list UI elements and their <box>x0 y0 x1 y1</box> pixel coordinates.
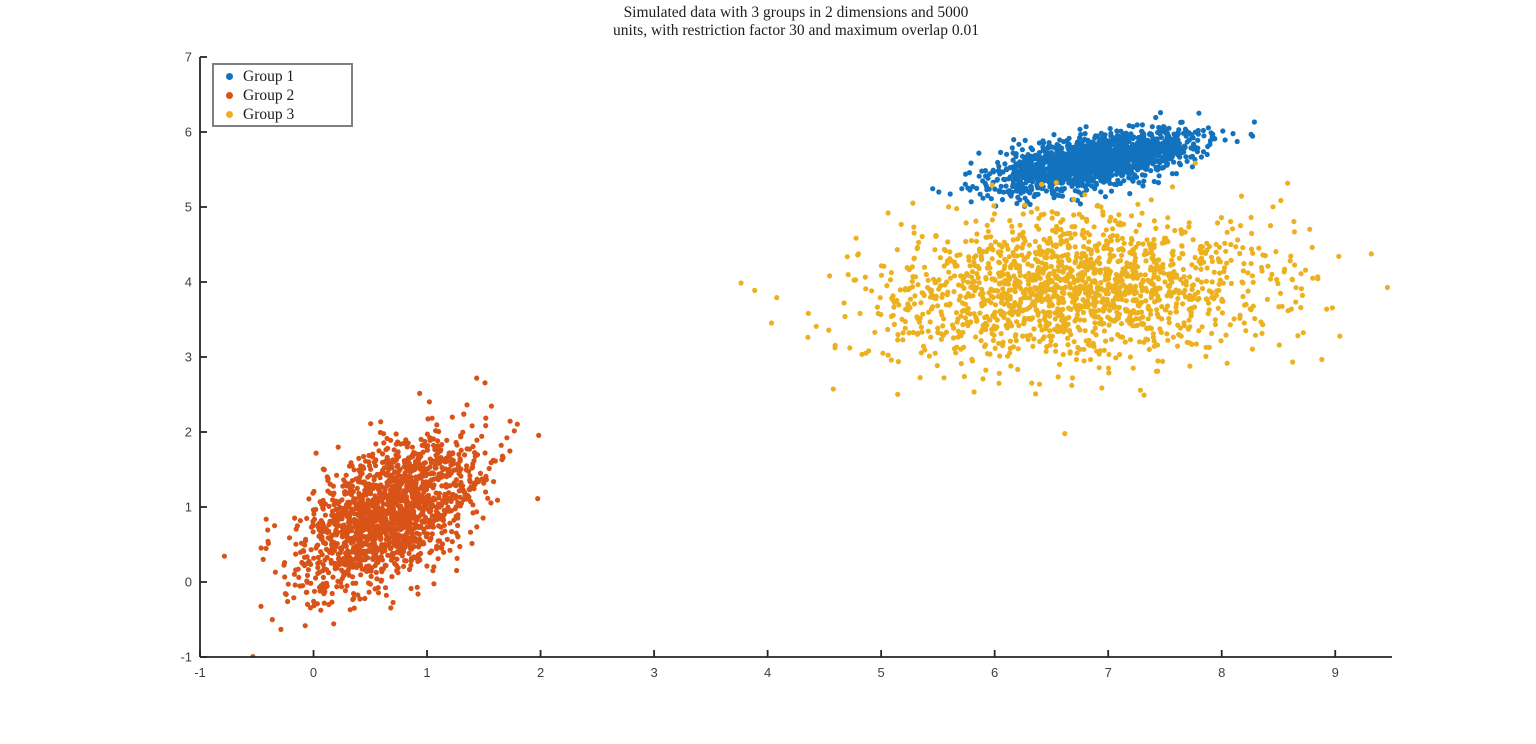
y-tick-label: 5 <box>185 200 192 215</box>
x-tick-label: 1 <box>423 665 430 680</box>
x-tick-label: 6 <box>991 665 998 680</box>
x-tick-label: 4 <box>764 665 771 680</box>
y-tick-label: 7 <box>185 50 192 65</box>
legend-item-group-3: Group 3 <box>214 105 351 124</box>
legend-marker-icon <box>226 111 233 118</box>
legend-item-label: Group 1 <box>243 68 295 85</box>
x-tick-label: 0 <box>310 665 317 680</box>
x-tick-label: 7 <box>1105 665 1112 680</box>
legend-item-group-2: Group 2 <box>214 86 351 105</box>
y-tick-label: -1 <box>180 650 192 665</box>
legend-item-label: Group 2 <box>243 87 295 104</box>
y-tick-label: 1 <box>185 500 192 515</box>
y-tick-label: 6 <box>185 125 192 140</box>
y-tick-label: 2 <box>185 425 192 440</box>
scatter-points-group-2 <box>221 375 542 657</box>
x-tick-label: 3 <box>650 665 657 680</box>
legend: Group 1 Group 2 Group 3 <box>212 63 353 127</box>
y-tick-label: 4 <box>185 275 192 290</box>
x-tick-label: -1 <box>194 665 206 680</box>
legend-marker-icon <box>226 92 233 99</box>
tick-labels: -1 0 1 2 3 4 5 6 7 8 9 -1 0 1 2 3 4 5 6 7 <box>180 50 1338 681</box>
legend-item-label: Group 3 <box>243 106 295 123</box>
scatter-points-group-1 <box>930 110 1257 209</box>
x-tick-label: 2 <box>537 665 544 680</box>
x-tick-label: 9 <box>1332 665 1339 680</box>
x-tick-label: 5 <box>878 665 885 680</box>
axes <box>199 56 1392 658</box>
y-tick-label: 3 <box>185 350 192 365</box>
chart-title-line-1: Simulated data with 3 groups in 2 dimens… <box>623 4 969 21</box>
scatter-points <box>221 110 1390 657</box>
y-tick-label: 0 <box>185 575 192 590</box>
chart-title-line-2: units, with restriction factor 30 and ma… <box>613 22 979 39</box>
chart-title: Simulated data with 3 groups in 2 dimens… <box>200 4 1392 40</box>
scatter-points-group-3 <box>738 160 1390 437</box>
legend-marker-icon <box>226 73 233 80</box>
legend-item-group-1: Group 1 <box>214 67 351 86</box>
x-tick-label: 8 <box>1218 665 1225 680</box>
